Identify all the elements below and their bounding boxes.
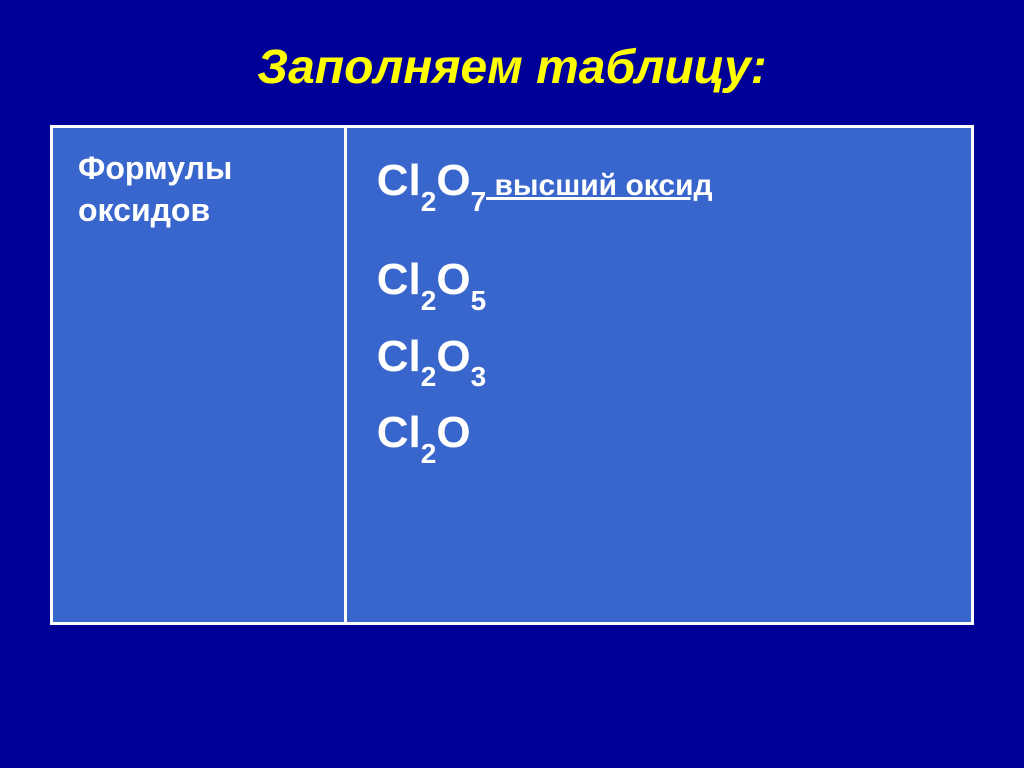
formula-sub2: 5 (471, 285, 487, 316)
formula-el2: O (436, 408, 470, 457)
formula-row-0: Cl2O7 высший оксид (377, 148, 941, 217)
formula-sub1: 2 (421, 361, 437, 392)
formula-table: Формулы оксидов Cl2O7 высший оксид Cl2O5… (50, 125, 974, 625)
formula-el2: O (436, 156, 470, 205)
formula-sub1: 2 (421, 186, 437, 217)
left-label-line2: оксидов (78, 192, 210, 228)
formula-el1: Cl (377, 332, 421, 381)
formula-el1: Cl (377, 408, 421, 457)
slide-container: Заполняем таблицу: Формулы оксидов Cl2O7… (0, 0, 1024, 768)
slide-title: Заполняем таблицу: (50, 40, 974, 95)
formula-el1: Cl (377, 156, 421, 205)
formula-el1: Cl (377, 255, 421, 304)
formula-row-1: Cl2O5 (377, 247, 941, 316)
formula-sub1: 2 (421, 438, 437, 469)
formula-row-3: Cl2O (377, 400, 941, 469)
formula-row-2: Cl2O3 (377, 324, 941, 393)
formula-el2: O (436, 332, 470, 381)
formula-sub2: 7 (471, 186, 487, 217)
table-left-cell: Формулы оксидов (53, 128, 347, 622)
table-right-cell: Cl2O7 высший оксид Cl2O5 Cl2O3 Cl2O (347, 128, 971, 622)
formula-sub1: 2 (421, 285, 437, 316)
formula-el2: O (436, 255, 470, 304)
left-label: Формулы оксидов (78, 148, 319, 231)
formula-sub2: 3 (471, 361, 487, 392)
formula-suffix: высший оксид (486, 169, 712, 202)
left-label-line1: Формулы (78, 150, 232, 186)
